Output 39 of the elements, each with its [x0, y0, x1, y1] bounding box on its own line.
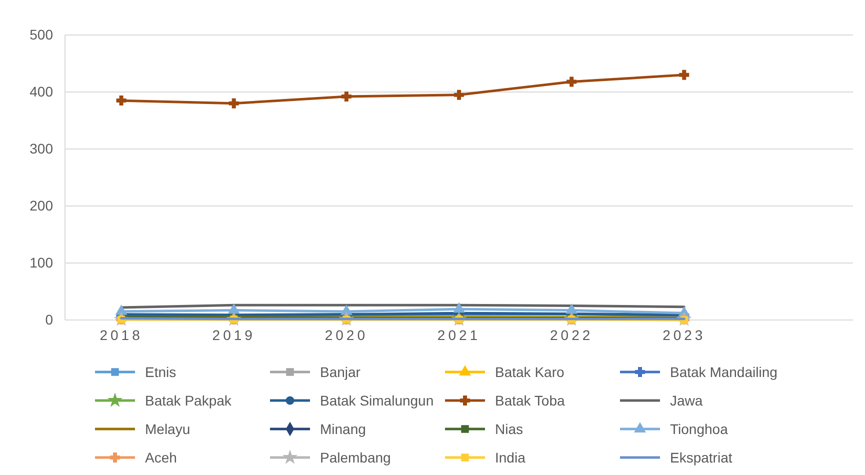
- x-tick-label: 2018: [100, 326, 143, 343]
- y-tick-label: 0: [45, 311, 54, 328]
- point: [340, 305, 352, 315]
- point: [341, 92, 352, 102]
- x-tick-label: 2020: [324, 326, 368, 343]
- point: [679, 70, 690, 80]
- y-tick-label: 400: [30, 83, 54, 100]
- point: [228, 304, 240, 314]
- point: [116, 305, 127, 315]
- legend-label: Minang: [320, 421, 366, 437]
- legend-label: Aceh: [145, 450, 177, 466]
- legend-label: Batak Mandailing: [670, 364, 778, 380]
- y-tick-label: 100: [30, 254, 54, 270]
- y-tick-label: 300: [30, 140, 54, 156]
- legend-label: Nias: [495, 421, 524, 437]
- legend-label: Etnis: [145, 364, 176, 380]
- point: [228, 98, 239, 108]
- legend-label: India: [495, 450, 526, 466]
- y-tick-label: 200: [30, 197, 54, 214]
- point: [566, 76, 577, 87]
- legend-label: Jawa: [670, 392, 703, 408]
- y-tick-label: 500: [30, 26, 54, 42]
- x-tick-label: 2019: [212, 326, 256, 343]
- point: [453, 302, 465, 313]
- point: [454, 90, 464, 100]
- legend-label: Melayu: [145, 421, 190, 437]
- x-tick-label: 2021: [437, 326, 481, 343]
- point: [116, 96, 126, 106]
- legend-label: Batak Karo: [495, 364, 564, 380]
- legend-label: Tionghoa: [670, 421, 728, 437]
- x-tick-label: 2023: [662, 326, 706, 343]
- legend-label: Batak Pakpak: [145, 392, 232, 408]
- legend-label: Batak Simalungun: [320, 392, 434, 408]
- x-tick-label: 2022: [550, 326, 594, 343]
- legend-label: Palembang: [320, 450, 391, 466]
- legend-label: Banjar: [320, 364, 361, 380]
- point: [566, 304, 578, 314]
- legend-label: Ekspatriat: [670, 450, 732, 466]
- legend-label: Batak Toba: [495, 392, 566, 408]
